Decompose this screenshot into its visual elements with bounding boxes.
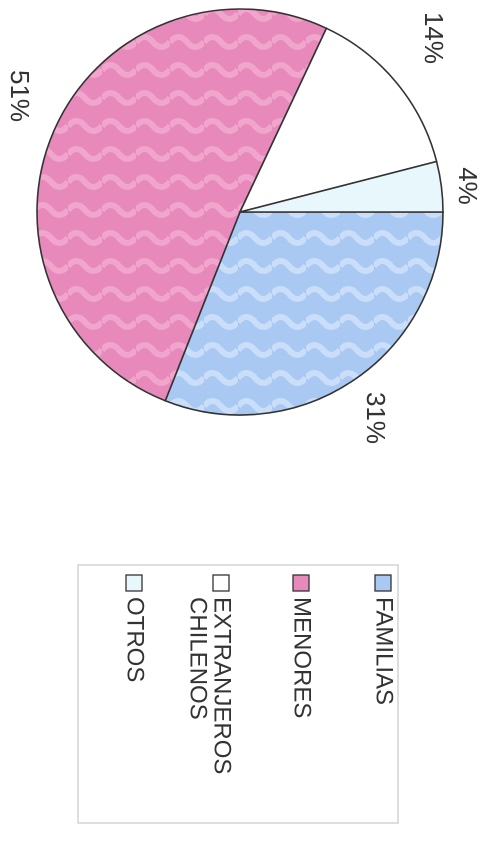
legend-box bbox=[77, 564, 399, 824]
legend-label-familias: FAMILIAS bbox=[371, 597, 398, 705]
pie-slices bbox=[36, 8, 444, 416]
pie-labels: 31% 51% 14% 4% bbox=[5, 12, 483, 444]
pie-slice-extranjeros-chilenos bbox=[238, 27, 438, 214]
data-label-menores: 51% bbox=[5, 70, 35, 122]
pie-slice-menores bbox=[36, 8, 328, 402]
legend-label-extranjeros: EXTRANJEROS bbox=[209, 597, 236, 774]
legend-swatch-menores bbox=[292, 574, 310, 592]
legend-swatch-extranjeros-chilenos bbox=[212, 574, 230, 592]
legend-swatch-otros bbox=[125, 574, 143, 592]
legend-label-menores: MENORES bbox=[289, 597, 316, 718]
data-label-familias: 31% bbox=[361, 392, 391, 444]
legend-label-otros: OTROS bbox=[122, 597, 149, 682]
pie-slice-otros bbox=[239, 160, 444, 213]
data-label-otros: 4% bbox=[453, 167, 483, 205]
data-label-extranjeros-chilenos: 14% bbox=[419, 12, 449, 64]
legend-swatch-familias bbox=[374, 574, 392, 592]
legend-label-chilenos: CHILENOS bbox=[185, 597, 212, 720]
pie-slice-familias bbox=[164, 211, 444, 416]
